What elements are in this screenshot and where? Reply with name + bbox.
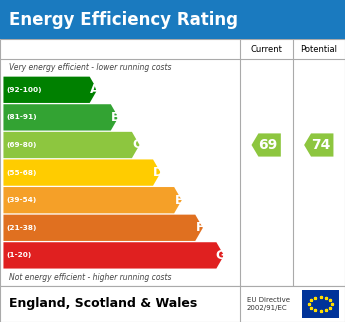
Text: (81-91): (81-91)	[6, 114, 37, 120]
Text: Current: Current	[250, 45, 282, 54]
Text: (69-80): (69-80)	[6, 142, 37, 148]
Text: (39-54): (39-54)	[6, 197, 37, 203]
Bar	[0, 39, 345, 286]
Polygon shape	[3, 242, 224, 269]
Text: Potential: Potential	[300, 45, 337, 54]
Text: (21-38): (21-38)	[6, 225, 37, 231]
Bar	[0, 286, 345, 322]
Text: (92-100): (92-100)	[6, 87, 42, 93]
Polygon shape	[252, 133, 281, 156]
Text: Very energy efficient - lower running costs: Very energy efficient - lower running co…	[9, 63, 171, 72]
Polygon shape	[3, 187, 182, 213]
Text: E: E	[175, 194, 183, 207]
Text: Not energy efficient - higher running costs: Not energy efficient - higher running co…	[9, 273, 171, 282]
Text: 69: 69	[258, 138, 277, 152]
Polygon shape	[3, 104, 118, 130]
Polygon shape	[3, 159, 161, 186]
Polygon shape	[3, 77, 97, 103]
Text: F: F	[196, 221, 204, 234]
Text: EU Directive
2002/91/EC: EU Directive 2002/91/EC	[247, 297, 290, 311]
Polygon shape	[3, 132, 139, 158]
Bar	[302, 290, 339, 318]
Text: G: G	[216, 249, 226, 262]
Text: Energy Efficiency Rating: Energy Efficiency Rating	[9, 11, 238, 29]
Text: C: C	[132, 138, 141, 151]
Text: England, Scotland & Wales: England, Scotland & Wales	[9, 298, 197, 310]
Polygon shape	[304, 133, 333, 156]
Text: D: D	[152, 166, 163, 179]
Text: 74: 74	[311, 138, 330, 152]
Text: B: B	[111, 111, 120, 124]
Text: A: A	[89, 83, 99, 96]
Text: (1-20): (1-20)	[6, 252, 31, 258]
Text: (55-68): (55-68)	[6, 170, 37, 175]
Bar	[0, 0, 345, 39]
Polygon shape	[3, 215, 203, 241]
